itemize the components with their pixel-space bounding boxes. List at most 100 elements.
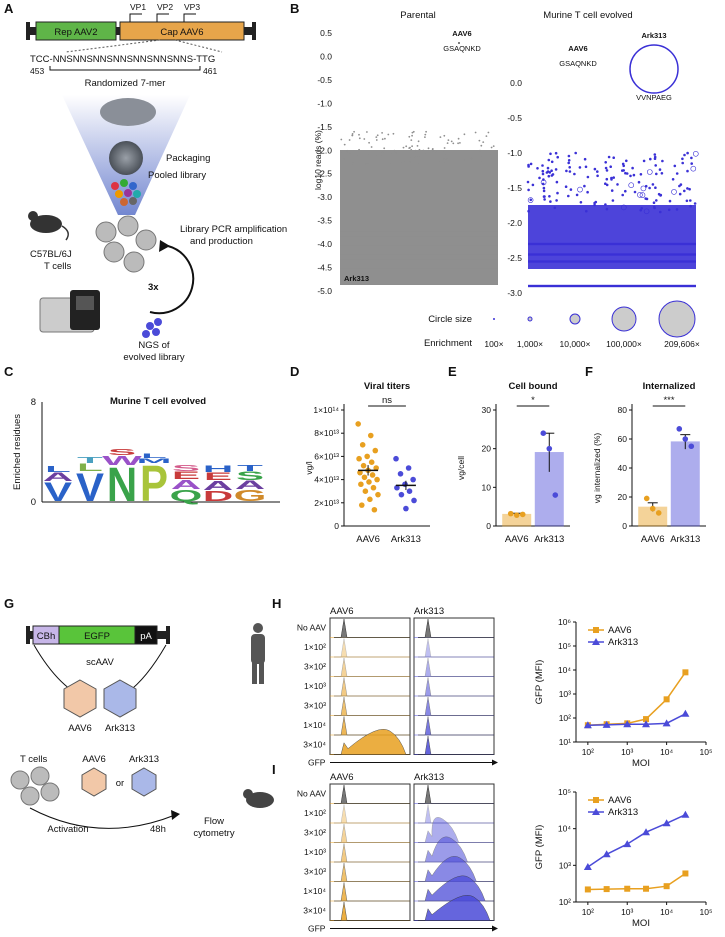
parental-point bbox=[474, 131, 477, 134]
evolved-point bbox=[603, 182, 607, 185]
flow-row-label: No AAV bbox=[297, 789, 326, 799]
data-point bbox=[375, 491, 381, 498]
viral-titers-chart: Viral titers vg/l 0 2×10¹³ 4×10¹³ 6×10¹³ 8×10¹… bbox=[304, 381, 430, 545]
evolved-point bbox=[584, 165, 588, 169]
parental-point bbox=[388, 162, 391, 165]
evolved-point bbox=[654, 186, 657, 189]
flow-row-label: 1×10³ bbox=[304, 681, 326, 691]
parental-point bbox=[387, 133, 390, 136]
chart-title: Internalized bbox=[643, 381, 696, 392]
evolved-point bbox=[542, 189, 546, 193]
parental-point bbox=[443, 147, 446, 149]
ngs-icons bbox=[142, 318, 162, 338]
b-left-ytick: -1.5 bbox=[317, 122, 332, 132]
data-point bbox=[405, 465, 412, 471]
panel-b: B Parental Murine T cell evolved log10 r… bbox=[290, 1, 700, 349]
cell-bound-chart: Cell bound vg/cell 0 10 20 30 AAV6 Ark313 * bbox=[456, 381, 570, 545]
evolved-point bbox=[622, 169, 626, 172]
flow-row-label: 3×10² bbox=[304, 828, 326, 838]
parental-point bbox=[360, 156, 363, 158]
human-mfi-chart: 10¹ 10² 10³ 10⁴ 10⁵ 10⁶ 10² 10³ 10⁴ 10⁵ MOI GFP (MF… bbox=[534, 617, 712, 769]
parental-point bbox=[482, 141, 485, 144]
y-tick-label: 10⁴ bbox=[558, 665, 571, 675]
enrichment-10000: 10,000× bbox=[560, 339, 591, 349]
flow-col-label: AAV6 bbox=[330, 606, 354, 617]
logo-letter: A bbox=[203, 478, 233, 493]
series-marker bbox=[642, 720, 651, 728]
parental-point bbox=[402, 159, 405, 162]
y-tick-label: 2×10¹³ bbox=[314, 498, 339, 508]
parental-point bbox=[390, 151, 392, 154]
panel-label-g: G bbox=[4, 596, 14, 611]
evolved-point bbox=[645, 197, 649, 201]
evolved-band bbox=[528, 253, 696, 256]
y-tick-label: 1×10¹⁴ bbox=[313, 405, 339, 415]
evolved-point bbox=[685, 199, 689, 203]
vp1-label: VP1 bbox=[130, 2, 146, 12]
parental-point bbox=[351, 134, 354, 137]
evolved-point bbox=[526, 180, 530, 184]
logo-letter: L bbox=[45, 465, 71, 474]
panel-label-a: A bbox=[4, 1, 14, 16]
parental-point bbox=[343, 143, 346, 146]
y-label: vg/cell bbox=[456, 456, 466, 480]
flow-xlabel: GFP bbox=[308, 758, 326, 768]
evolved-point bbox=[629, 174, 632, 178]
parental-point bbox=[408, 135, 411, 138]
ngs-label-1: NGS of bbox=[138, 340, 170, 351]
parental-point bbox=[340, 151, 342, 154]
g-ark313-capsid-small bbox=[131, 767, 157, 797]
evolved-point bbox=[540, 179, 547, 186]
y-tick-label: 10 bbox=[482, 482, 492, 492]
flow-xlabel: GFP bbox=[308, 924, 326, 934]
parental-point bbox=[392, 132, 395, 135]
parental-point bbox=[408, 161, 411, 163]
evolved-point bbox=[546, 166, 550, 170]
legend-label: AAV6 bbox=[608, 625, 632, 636]
aav6-capsid-icon bbox=[63, 679, 97, 718]
data-point bbox=[355, 421, 361, 427]
evolved-point bbox=[541, 164, 544, 167]
data-point bbox=[649, 505, 656, 512]
evolved-point bbox=[579, 201, 583, 204]
logo-letter: L bbox=[77, 462, 103, 474]
parental-point bbox=[426, 162, 429, 165]
flow-histograms-human: AAV6 Ark313 No AAV 1×10² 3×10² 1×10³ 3×10³ 1×10… bbox=[297, 606, 498, 768]
x-tick-label: 10⁴ bbox=[660, 747, 673, 757]
data-point bbox=[369, 472, 376, 478]
y-tick-label: 10¹ bbox=[559, 737, 571, 747]
parental-point bbox=[450, 140, 453, 143]
b-aav6-seq: GSAQNKD bbox=[443, 44, 481, 53]
parental-point bbox=[417, 155, 420, 158]
flow-histogram bbox=[418, 638, 494, 658]
evolved-point bbox=[660, 172, 664, 175]
b-right-ytick: -2.5 bbox=[507, 253, 522, 263]
x-tick-label: 10⁵ bbox=[700, 747, 713, 757]
x-label: MOI bbox=[632, 918, 650, 929]
parental-bands bbox=[340, 229, 498, 285]
legend-label: Ark313 bbox=[608, 637, 638, 648]
parental-point bbox=[408, 151, 411, 153]
evolved-point bbox=[688, 199, 692, 202]
parental-point bbox=[381, 138, 384, 141]
y-tick-label: 0 bbox=[622, 521, 627, 531]
y-label: GFP (MFI) bbox=[534, 660, 545, 705]
circle-size-label: Circle size bbox=[428, 314, 472, 325]
panel-label-e: E bbox=[448, 364, 457, 379]
y-tick-label: 8×10¹³ bbox=[314, 428, 339, 438]
data-point bbox=[643, 495, 650, 502]
evolved-point bbox=[654, 199, 658, 202]
evolved-point bbox=[574, 151, 578, 155]
rep-label: Rep AAV2 bbox=[54, 27, 97, 38]
x-tick-label: 10³ bbox=[621, 907, 633, 917]
mouse-icon bbox=[28, 211, 69, 241]
parental-point bbox=[413, 155, 416, 158]
scaav-label: scAAV bbox=[86, 657, 114, 668]
parental-point bbox=[408, 147, 411, 150]
evolved-point bbox=[652, 201, 656, 204]
parental-point bbox=[431, 148, 434, 150]
b-right-ytick: -1.5 bbox=[507, 183, 522, 193]
evolved-point bbox=[621, 162, 625, 166]
series-marker bbox=[662, 719, 671, 727]
parental-point bbox=[443, 158, 445, 161]
